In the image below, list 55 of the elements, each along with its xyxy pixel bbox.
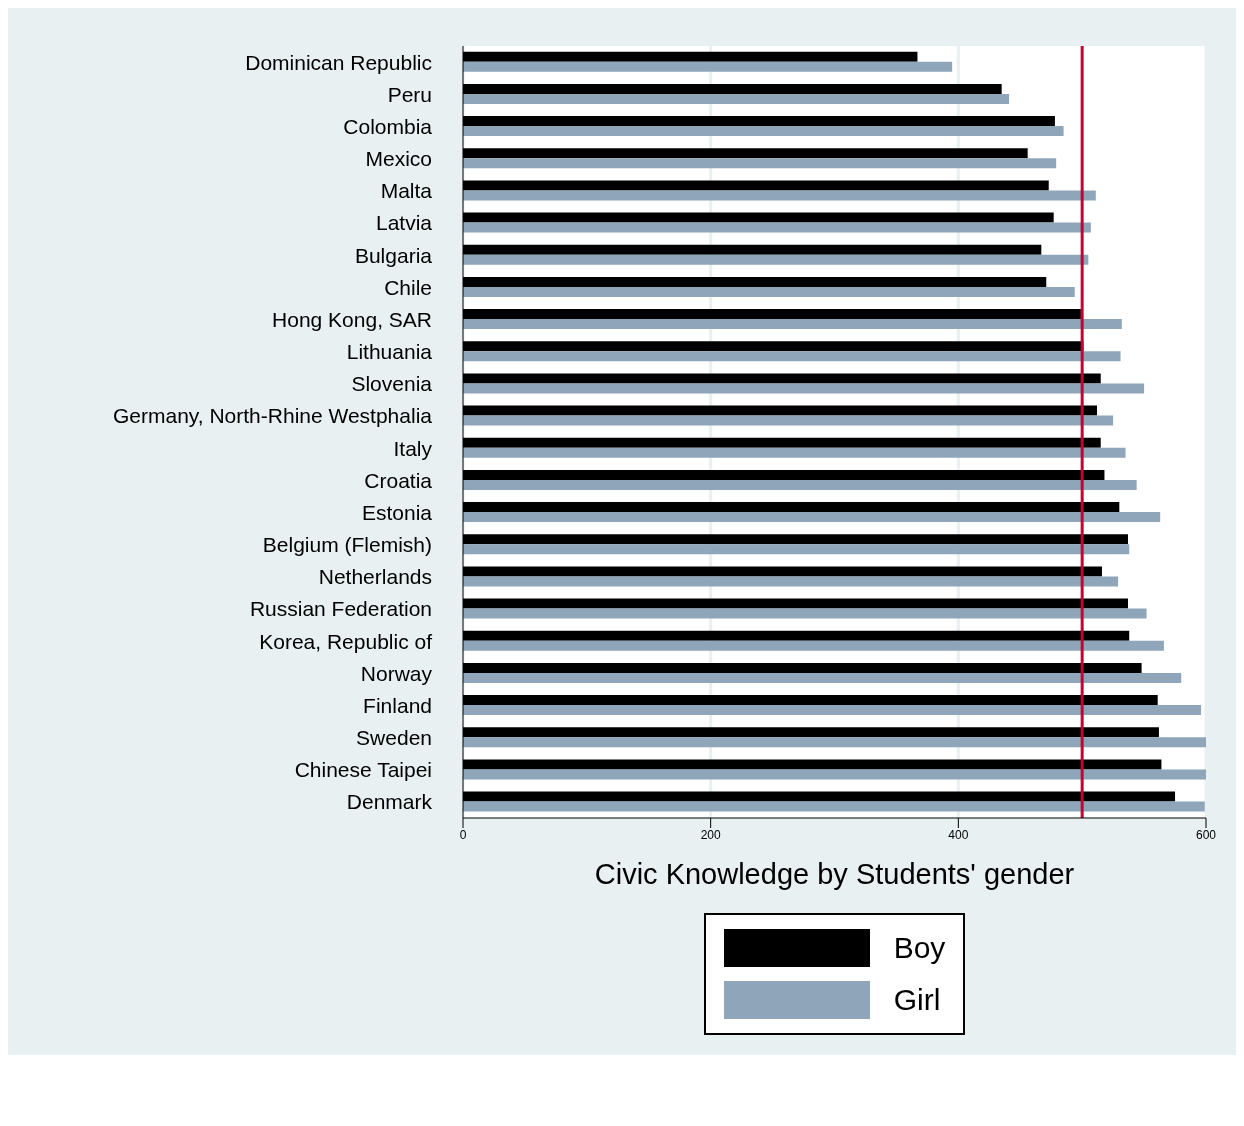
bar	[463, 415, 1114, 426]
x-tick-label: 600	[1195, 827, 1217, 842]
y-tick-label: Italy	[393, 436, 433, 460]
y-tick-label: Germany, North-Rhine Westphalia	[112, 404, 433, 428]
y-tick-label: Latvia	[375, 211, 433, 235]
bar	[463, 801, 1205, 812]
bar	[463, 61, 953, 72]
y-tick-label: Estonia	[361, 500, 433, 524]
legend-label: Boy	[893, 931, 946, 965]
bar	[463, 351, 1121, 362]
bar	[463, 705, 1202, 716]
bar	[463, 383, 1145, 394]
bar	[463, 447, 1126, 458]
y-tick-label: Bulgaria	[354, 243, 433, 267]
legend-label: Girl	[893, 983, 941, 1017]
y-tick-label: Peru	[387, 82, 432, 106]
y-tick-label: Slovenia	[351, 372, 433, 396]
y-tick-label: Denmark	[346, 790, 433, 814]
y-tick-label: Korea, Republic of	[259, 629, 433, 653]
bar	[463, 737, 1206, 748]
y-tick-label: Colombia	[343, 114, 433, 138]
bar	[463, 544, 1130, 555]
y-tick-label: Chinese Taipei	[294, 758, 432, 782]
y-tick-label: Belgium (Flemish)	[262, 533, 432, 557]
y-tick-label: Netherlands	[318, 565, 432, 589]
y-tick-label: Finland	[363, 693, 432, 717]
text: Civic Knowledge by Students' gender	[593, 858, 1076, 891]
y-tick-label: Chile	[384, 275, 432, 299]
bar	[463, 190, 1096, 201]
y-tick-label: Dominican Republic	[245, 50, 432, 74]
bar	[463, 479, 1137, 490]
y-tick-label: Malta	[380, 179, 433, 203]
bar	[463, 512, 1161, 523]
bar	[463, 286, 1075, 297]
bar	[463, 769, 1206, 780]
x-tick-label: 0	[459, 827, 467, 842]
bar	[463, 93, 1010, 104]
y-tick-label: Lithuania	[346, 340, 433, 364]
y-tick-label: Mexico	[365, 147, 432, 171]
y-tick-label: Croatia	[364, 468, 433, 492]
y-tick-label: Hong Kong, SAR	[272, 307, 432, 331]
x-tick-label: 200	[700, 827, 721, 842]
bar	[463, 254, 1089, 265]
bar	[463, 158, 1057, 169]
y-tick-label: Norway	[360, 661, 433, 685]
x-tick-label: 400	[948, 827, 969, 842]
bar	[463, 319, 1122, 330]
bar	[463, 576, 1119, 587]
bar	[463, 640, 1164, 651]
bar	[463, 608, 1147, 619]
y-tick-label: Sweden	[356, 726, 432, 750]
bar	[463, 672, 1182, 683]
y-tick-label: Russian Federation	[249, 597, 432, 621]
bar	[463, 222, 1091, 233]
bar	[463, 126, 1064, 137]
